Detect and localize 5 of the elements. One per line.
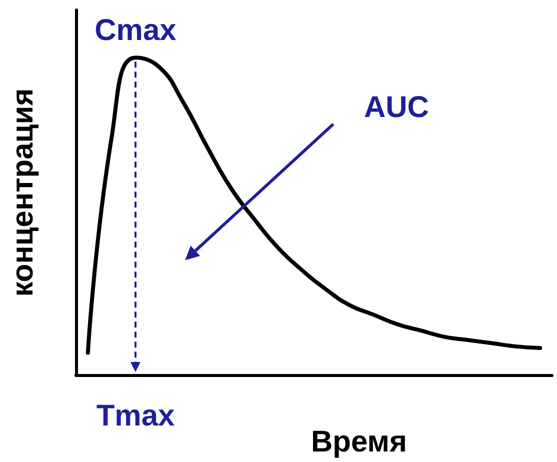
annotation: Cmax (94, 14, 177, 48)
text: Tmax (96, 400, 175, 432)
x-axis-title: Время (311, 426, 407, 458)
y-axis-title: концентрация (6, 88, 40, 297)
annotation: AUC (364, 90, 429, 124)
